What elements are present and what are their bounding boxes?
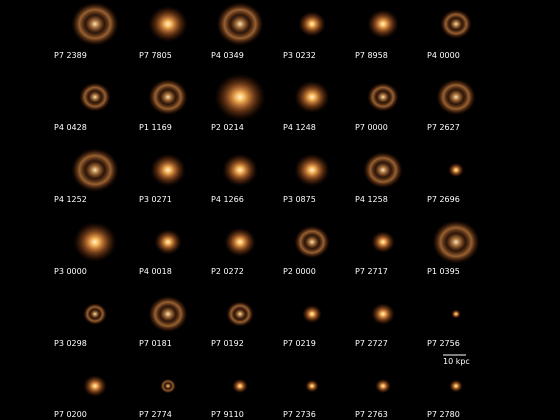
- galaxy: [305, 379, 319, 393]
- galaxy: [71, 1, 119, 47]
- galaxy-label: P4 0428: [54, 123, 87, 132]
- galaxy-label: P7 2763: [355, 410, 388, 419]
- galaxy-label: P7 2389: [54, 51, 87, 60]
- galaxy-label: P7 0200: [54, 410, 87, 419]
- galaxy: [214, 73, 266, 121]
- galaxy: [371, 230, 395, 254]
- galaxy-label: P3 0875: [283, 195, 316, 204]
- galaxy-label: P7 0219: [283, 339, 316, 348]
- galaxy: [148, 295, 188, 333]
- galaxy-label: P7 2780: [427, 410, 460, 419]
- galaxy-label: P3 0298: [54, 339, 87, 348]
- galaxy-label: P4 1252: [54, 195, 87, 204]
- galaxy: [448, 162, 464, 178]
- galaxy-label: P2 0000: [283, 267, 316, 276]
- galaxy-label: P7 0181: [139, 339, 172, 348]
- galaxy: [371, 302, 395, 326]
- galaxy-label: P4 0349: [211, 51, 244, 60]
- scale-bar-label: 10 kpc: [443, 357, 470, 366]
- galaxy-label: P4 0000: [427, 51, 460, 60]
- galaxy-label: P7 7805: [139, 51, 172, 60]
- galaxy: [154, 229, 182, 255]
- galaxy: [224, 227, 256, 257]
- galaxy-label: P1 0395: [427, 267, 460, 276]
- galaxy: [216, 1, 264, 47]
- galaxy-label: P1 1169: [139, 123, 172, 132]
- galaxy: [302, 304, 322, 324]
- galaxy-label: P4 1248: [283, 123, 316, 132]
- galaxy: [294, 153, 330, 187]
- galaxy-label: P4 0018: [139, 267, 172, 276]
- galaxy-label: P4 1266: [211, 195, 244, 204]
- galaxy-label: P7 2736: [283, 410, 316, 419]
- galaxy-label: P7 8958: [355, 51, 388, 60]
- galaxy: [294, 80, 330, 114]
- galaxy: [160, 378, 176, 394]
- galaxy-label: P7 2756: [427, 339, 460, 348]
- galaxy: [232, 378, 248, 394]
- galaxy-label: P7 2717: [355, 267, 388, 276]
- galaxy-label: P4 1258: [355, 195, 388, 204]
- galaxy: [148, 5, 188, 43]
- galaxy-label: P3 0000: [54, 267, 87, 276]
- galaxy: [363, 151, 403, 189]
- galaxy-label: P2 0214: [211, 123, 244, 132]
- galaxy: [436, 78, 476, 116]
- galaxy: [150, 153, 186, 187]
- galaxy-label: P7 2627: [427, 123, 460, 132]
- galaxy-label: P7 9110: [211, 410, 244, 419]
- galaxy-label: P7 0192: [211, 339, 244, 348]
- galaxy: [73, 221, 117, 263]
- galaxy: [367, 82, 399, 112]
- galaxy: [449, 379, 463, 393]
- galaxy: [375, 378, 391, 394]
- galaxy-label: P3 0232: [283, 51, 316, 60]
- galaxy: [432, 219, 480, 265]
- galaxy-label: P7 0000: [355, 123, 388, 132]
- galaxy: [83, 302, 107, 326]
- galaxy: [71, 147, 119, 193]
- galaxy: [451, 309, 461, 319]
- galaxy-label: P7 2774: [139, 410, 172, 419]
- galaxy: [294, 225, 330, 259]
- galaxy: [79, 82, 111, 112]
- galaxy-label: P7 2727: [355, 339, 388, 348]
- galaxy-label: P7 2696: [427, 195, 460, 204]
- galaxy: [440, 9, 472, 39]
- galaxy: [222, 153, 258, 187]
- galaxy: [226, 301, 254, 327]
- galaxy: [83, 374, 107, 398]
- galaxy: [298, 11, 326, 37]
- galaxy: [148, 78, 188, 116]
- galaxy-label: P3 0271: [139, 195, 172, 204]
- galaxy-label: P2 0272: [211, 267, 244, 276]
- galaxy: [367, 9, 399, 39]
